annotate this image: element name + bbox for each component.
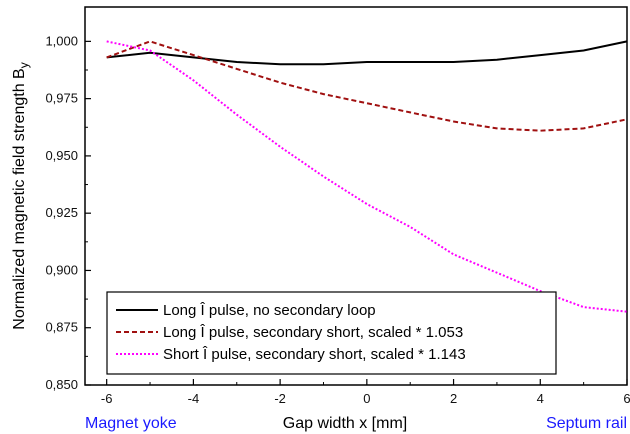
y-tick-label: 0,875	[45, 320, 78, 335]
y-tick-label: 0,950	[45, 148, 78, 163]
y-tick-label: 0,975	[45, 91, 78, 106]
y-axis-title-sub: y	[17, 62, 31, 68]
legend-label-short-secondary-short: Short Î pulse, secondary short, scaled *…	[163, 346, 466, 363]
y-tick-label: 0,925	[45, 205, 78, 220]
y-tick-label: 0,850	[45, 377, 78, 392]
y-axis-title-main: Normalized magnetic field strength B	[11, 68, 28, 329]
y-axis-title: Normalized magnetic field strength By	[11, 62, 31, 329]
plot-frame	[84, 6, 628, 386]
magnet-yoke-label: Magnet yoke	[85, 415, 177, 432]
legend-label-long-secondary-short: Long Î pulse, secondary short, scaled * …	[163, 324, 463, 341]
legend: Long Î pulse, no secondary loop Long Î p…	[106, 291, 557, 375]
x-tick-label: 4	[537, 391, 544, 406]
legend-box	[106, 291, 557, 375]
septum-rail-label: Septum rail	[546, 415, 627, 432]
series-line-1	[106, 40, 628, 66]
x-tick-label: 2	[450, 391, 457, 406]
legend-label-long-no-secondary: Long Î pulse, no secondary loop	[163, 302, 376, 319]
series-line-3	[106, 40, 628, 313]
x-tick-label: -4	[188, 391, 200, 406]
x-tick-label: 6	[623, 391, 630, 406]
y-tick-label: 1,000	[45, 33, 78, 48]
x-axis-title: Gap width x [mm]	[283, 415, 407, 432]
x-tick-label: 0	[363, 391, 370, 406]
series-line-2	[106, 40, 628, 132]
x-tick-label: -6	[101, 391, 113, 406]
y-tick-label: 0,900	[45, 262, 78, 277]
x-tick-label: -2	[274, 391, 286, 406]
